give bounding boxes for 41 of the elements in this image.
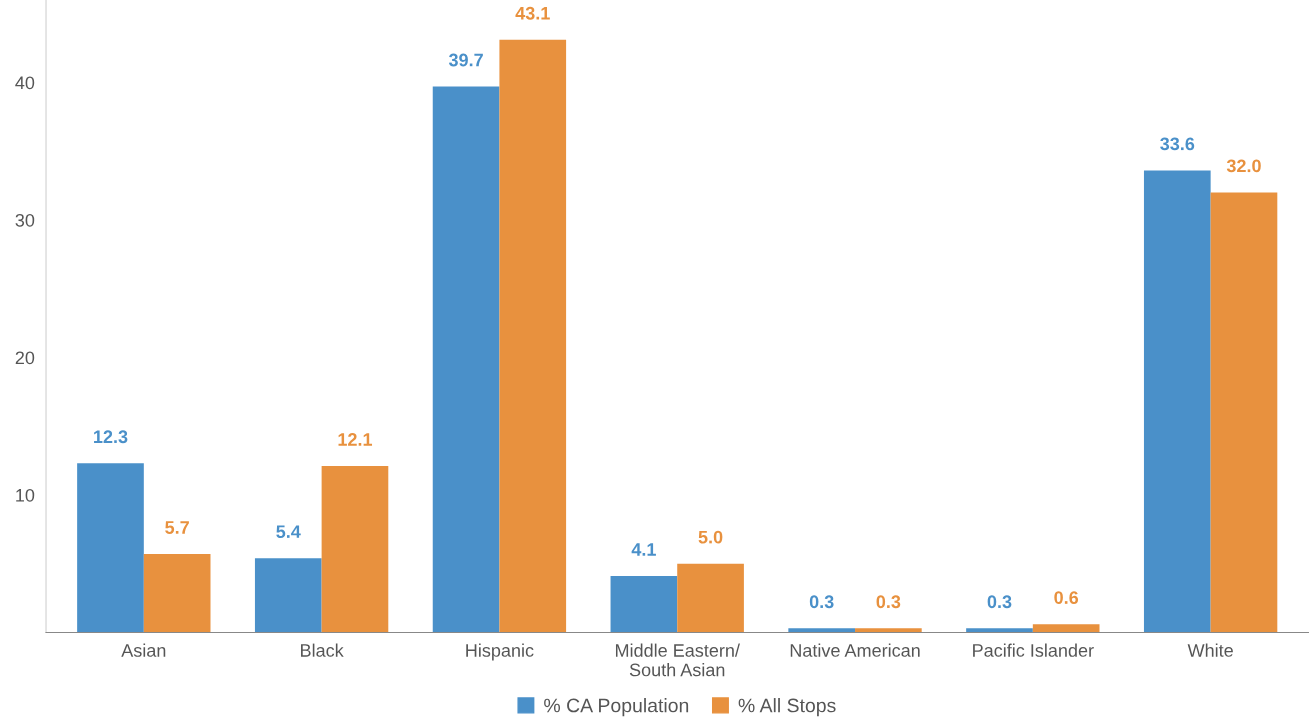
bar — [610, 576, 678, 633]
bar — [788, 628, 856, 633]
x-tick-label: Asian — [121, 643, 166, 657]
text: 32.0 — [1226, 159, 1261, 173]
text: 0.3 — [987, 595, 1012, 609]
bar — [321, 466, 389, 633]
x-tick-label: Native American — [790, 643, 920, 657]
bar — [1143, 170, 1211, 633]
text: 5.4 — [276, 525, 301, 539]
text: 4.1 — [631, 543, 656, 556]
text: 43.1 — [515, 6, 550, 20]
text: 33.6 — [1160, 137, 1195, 151]
x-tick-label: White — [1187, 643, 1233, 657]
bar — [677, 563, 744, 633]
x-tick-label: Black — [301, 643, 344, 657]
bar — [1210, 192, 1278, 633]
text: 0.3 — [876, 595, 901, 609]
text: 5.7 — [165, 521, 189, 534]
bar — [143, 554, 211, 633]
text: 0.3 — [809, 595, 834, 609]
bar — [855, 628, 922, 633]
x-tick-label: Middle Eastern/ South Asian — [615, 643, 740, 677]
legend-label: % All Stops — [738, 698, 836, 717]
y-tick-label: 30 — [15, 213, 35, 227]
y-tick-label: 10 — [16, 488, 35, 502]
bar — [499, 39, 567, 633]
bar — [966, 628, 1033, 633]
bar — [254, 558, 322, 633]
y-tick-label: 40 — [15, 76, 35, 90]
text: 5.0 — [698, 530, 723, 544]
text: 12.3 — [94, 430, 128, 444]
bar — [1032, 624, 1100, 633]
bar — [77, 463, 144, 633]
legend-label: % CA Population — [544, 698, 689, 717]
text: 39.7 — [448, 53, 483, 67]
y-tick-label: 20 — [15, 351, 35, 365]
text: 0.6 — [1054, 591, 1079, 604]
bar — [432, 86, 500, 633]
x-tick-label: Pacific Islander — [973, 643, 1094, 657]
text: 12.1 — [338, 433, 373, 446]
x-tick-label: Hispanic — [466, 643, 534, 661]
